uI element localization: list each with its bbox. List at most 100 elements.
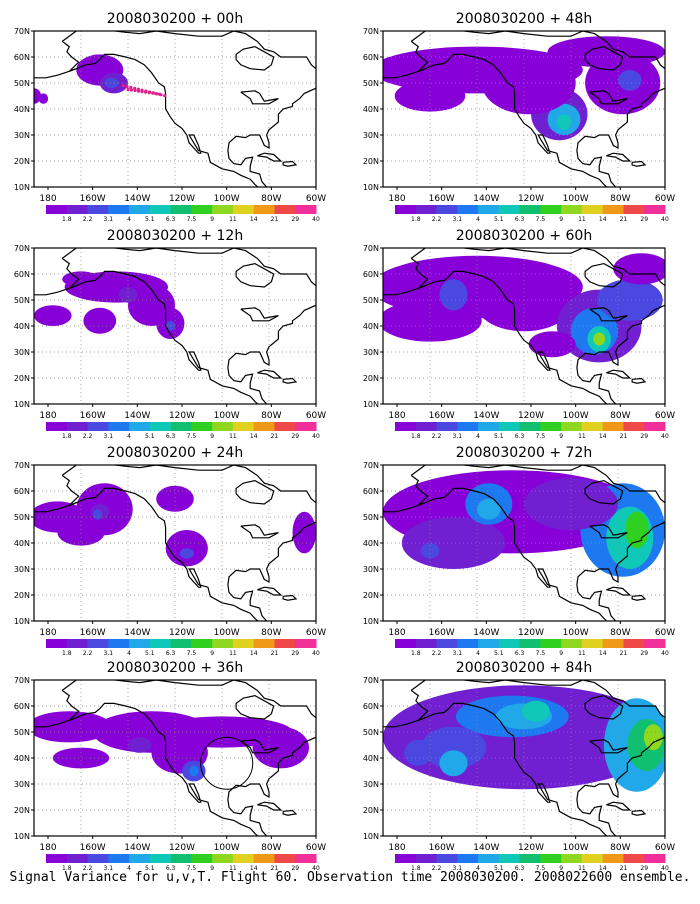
signal-contour xyxy=(252,726,309,769)
colorbar-swatch xyxy=(274,639,296,648)
colorbar-swatch xyxy=(478,639,500,648)
x-tick-label: 80W xyxy=(261,194,281,204)
y-tick-label: 60N xyxy=(363,487,379,496)
x-tick-label: 100W xyxy=(214,411,240,421)
signal-contour xyxy=(547,36,665,68)
coastline xyxy=(257,586,283,596)
colorbar-swatch xyxy=(87,854,109,863)
colorbar-swatch xyxy=(191,422,213,431)
colorbar-swatch xyxy=(129,205,151,214)
colorbar-label: 2.2 xyxy=(83,433,93,440)
colorbar-label: 7.5 xyxy=(187,433,197,440)
colorbar-label: 40 xyxy=(661,433,669,440)
x-tick-label: 180 xyxy=(39,628,56,638)
flight-track-dot xyxy=(144,90,148,94)
colorbar-label: 2.2 xyxy=(83,650,93,657)
coastline xyxy=(606,801,632,811)
coastline xyxy=(631,160,647,167)
colorbar-swatch xyxy=(581,205,604,214)
signal-contour xyxy=(383,300,482,342)
coastline xyxy=(383,502,426,513)
colorbar-swatch xyxy=(170,205,192,214)
y-tick-label: 30N xyxy=(14,780,30,789)
x-tick-label: 140W xyxy=(473,628,499,638)
colorbar-swatch xyxy=(66,205,89,214)
colorbar-swatch xyxy=(498,422,521,431)
colorbar-label: 9 xyxy=(210,650,214,657)
colorbar-swatch xyxy=(46,854,68,863)
y-tick-label: 60N xyxy=(363,270,379,279)
colorbar-label: 14 xyxy=(250,865,258,872)
colorbar-swatch xyxy=(170,422,192,431)
colorbar-swatch xyxy=(644,639,666,648)
x-tick-label: 60W xyxy=(306,411,326,421)
y-tick-label: 20N xyxy=(14,157,30,166)
colorbar-swatch xyxy=(295,854,317,863)
coastline xyxy=(631,809,647,816)
x-tick-label: 60W xyxy=(655,194,675,204)
colorbar-label: 3.1 xyxy=(104,865,114,872)
signal-contour xyxy=(625,511,649,549)
colorbar-label: 11 xyxy=(578,433,586,440)
colorbar-label: 6.3 xyxy=(166,650,176,657)
colorbar-swatch xyxy=(212,854,234,863)
signal-contour xyxy=(439,279,468,311)
colorbar-swatch xyxy=(87,205,109,214)
colorbar-label: 1.8 xyxy=(411,433,421,440)
flight-track-dot xyxy=(121,84,125,88)
coastline xyxy=(61,465,316,621)
signal-contour xyxy=(52,747,110,769)
colorbar-swatch xyxy=(191,639,213,648)
x-tick-label: 140W xyxy=(124,194,150,204)
y-tick-label: 40N xyxy=(14,539,30,548)
coastline xyxy=(61,680,316,836)
colorbar-swatch xyxy=(212,422,234,431)
flight-track-dot xyxy=(163,94,167,98)
coastline xyxy=(257,369,283,379)
flight-track-dot xyxy=(151,91,155,95)
coastline xyxy=(631,594,647,601)
coastline xyxy=(235,479,275,505)
x-tick-label: 60W xyxy=(306,194,326,204)
colorbar-swatch xyxy=(540,422,562,431)
colorbar-label: 14 xyxy=(250,433,258,440)
signal-contour xyxy=(596,279,663,321)
colorbar-label: 11 xyxy=(578,216,586,223)
signal-contour xyxy=(528,331,576,358)
y-tick-label: 50N xyxy=(14,296,30,305)
y-tick-label: 10N xyxy=(14,832,30,841)
colorbar-label: 1.8 xyxy=(411,216,421,223)
coastline xyxy=(631,377,647,384)
colorbar-swatch xyxy=(581,422,604,431)
colorbar-swatch xyxy=(519,639,541,648)
colorbar-label: 9 xyxy=(559,865,563,872)
colorbar-label: 3.1 xyxy=(104,433,114,440)
colorbar-label: 6.3 xyxy=(515,650,525,657)
colorbar-label: 21 xyxy=(271,650,279,657)
colorbar-swatch xyxy=(561,422,583,431)
colorbar-label: 7.5 xyxy=(536,216,546,223)
colorbar-swatch xyxy=(46,422,68,431)
signal-contour xyxy=(420,543,440,559)
colorbar-label: 3.1 xyxy=(453,216,463,223)
y-tick-label: 30N xyxy=(363,565,379,574)
coastline xyxy=(589,90,628,105)
heatmap-area xyxy=(383,31,665,187)
x-tick-label: 180 xyxy=(388,411,405,421)
colorbar-label: 7.5 xyxy=(187,865,197,872)
colorbar-label: 9 xyxy=(559,216,563,223)
x-tick-label: 60W xyxy=(306,843,326,853)
colorbar-swatch xyxy=(66,639,89,648)
heatmap-area xyxy=(383,680,665,836)
colorbar-swatch xyxy=(581,854,604,863)
colorbar-swatch xyxy=(457,422,479,431)
colorbar-label: 11 xyxy=(578,865,586,872)
y-tick-label: 30N xyxy=(14,131,30,140)
colorbar-swatch xyxy=(191,854,213,863)
coastline xyxy=(34,285,77,296)
colorbar-swatch xyxy=(274,205,296,214)
colorbar-swatch xyxy=(129,422,151,431)
colorbar-label: 3.1 xyxy=(453,433,463,440)
colorbar-label: 9 xyxy=(210,433,214,440)
x-tick-label: 180 xyxy=(388,843,405,853)
